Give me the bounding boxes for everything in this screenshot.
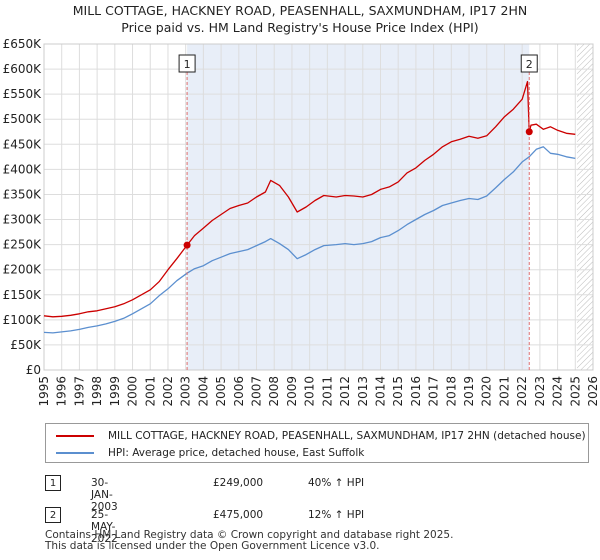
sale-marker-box (178, 54, 196, 73)
x-tick-label: 2022 (515, 376, 529, 407)
transaction-price: £475,000 (213, 509, 264, 521)
x-tick-label: 2001 (143, 376, 157, 407)
y-tick-label: £350K (3, 187, 43, 201)
y-tick-label: £150K (3, 288, 43, 302)
sale-marker-box (520, 54, 538, 73)
y-tick-label: £100K (3, 313, 43, 327)
x-tick-label: 2018 (444, 376, 458, 407)
plot-frame (43, 43, 594, 371)
future-hatch (577, 44, 593, 370)
legend-hpi-label: HPI: Average price, detached house, East… (108, 447, 365, 459)
y-tick-label: £400K (3, 162, 43, 176)
x-tick-label: 2011 (320, 376, 334, 407)
price-chart: £0 £50K £100K £150K £200K £250K £300K £350K £400… (3, 37, 600, 407)
y-tick-label: £650K (3, 37, 43, 51)
x-tick-label: 2000 (126, 376, 140, 407)
legend-item-hpi: HPI: Average price, detached house, East… (56, 445, 364, 461)
hpi-line (43, 146, 576, 334)
x-tick-label: 2021 (497, 376, 511, 407)
y-tick-label: £50K (10, 338, 42, 352)
transaction-number: 1 (45, 475, 61, 491)
footer: Contains HM Land Registry data © Crown c… (45, 530, 453, 552)
x-tick-label: 2008 (267, 376, 281, 407)
legend: MILL COTTAGE, HACKNEY ROAD, PEASENHALL, … (45, 423, 589, 463)
x-tick-label: 2002 (161, 376, 175, 407)
x-tick-label: 2019 (462, 376, 476, 407)
x-tick-label: 2012 (338, 376, 352, 407)
x-tick-label: 2005 (214, 376, 228, 407)
legend-item-property: MILL COTTAGE, HACKNEY ROAD, PEASENHALL, … (56, 428, 586, 444)
x-tick-label: 2020 (480, 376, 494, 407)
y-tick-label: £200K (3, 263, 43, 277)
x-tick-label: 1995 (37, 376, 51, 407)
transaction-number: 2 (45, 507, 61, 523)
y-tick-label: £500K (3, 112, 43, 126)
x-tick-label: 1997 (72, 376, 86, 407)
legend-property-label: MILL COTTAGE, HACKNEY ROAD, PEASENHALL, … (108, 430, 586, 442)
x-tick-label: 2006 (232, 376, 246, 407)
legend-property-swatch (56, 435, 94, 437)
legend-hpi-swatch (56, 452, 94, 454)
x-tick-label: 2023 (533, 376, 547, 407)
y-tick-label: £550K (3, 87, 43, 101)
transaction-price: £249,000 (213, 477, 264, 489)
y-tick-label: £0 (26, 363, 41, 377)
sale-marker-label: 2 (526, 58, 533, 71)
x-tick-label: 1996 (55, 376, 69, 407)
chart-title-line1: MILL COTTAGE, HACKNEY ROAD, PEASENHALL, … (72, 3, 528, 18)
footer-line2: This data is licensed under the Open Gov… (45, 540, 380, 552)
x-tick-label: 1999 (108, 376, 122, 407)
x-tick-label: 2013 (356, 376, 370, 407)
x-tick-label: 2015 (391, 376, 405, 407)
ownership-shade (187, 44, 530, 370)
sale-point (183, 241, 191, 249)
x-tick-label: 2004 (196, 376, 210, 407)
y-tick-label: £300K (3, 213, 43, 227)
x-tick-label: 1998 (90, 376, 104, 407)
transaction-date: 25-MAY-2022 (91, 509, 118, 545)
x-tick-label: 2017 (427, 376, 441, 407)
x-tick-label: 2010 (303, 376, 317, 407)
y-tick-label: £600K (3, 62, 43, 76)
sale-point (525, 128, 533, 136)
transaction-hpi-diff: 12% ↑ HPI (308, 509, 365, 521)
x-tick-label: 2025 (568, 376, 582, 407)
footer-line1: Contains HM Land Registry data © Crown c… (45, 529, 454, 541)
x-tick-label: 2026 (586, 376, 600, 407)
x-tick-label: 2007 (250, 376, 264, 407)
x-tick-label: 2014 (373, 376, 387, 407)
chart-title-line2: Price paid vs. HM Land Registry's House … (121, 20, 479, 35)
transaction-hpi-diff: 40% ↑ HPI (308, 477, 365, 489)
y-tick-label: £250K (3, 238, 43, 252)
transaction-date: 30-JAN-2003 (91, 477, 118, 513)
x-tick-label: 2016 (409, 376, 423, 407)
x-tick-label: 2024 (551, 376, 565, 407)
x-tick-label: 2003 (179, 376, 193, 407)
y-tick-label: £450K (3, 137, 43, 151)
x-tick-label: 2009 (285, 376, 299, 407)
property-price-line (43, 80, 576, 318)
chart-title: MILL COTTAGE, HACKNEY ROAD, PEASENHALL, … (0, 2, 600, 36)
sale-marker-label: 1 (184, 58, 191, 71)
